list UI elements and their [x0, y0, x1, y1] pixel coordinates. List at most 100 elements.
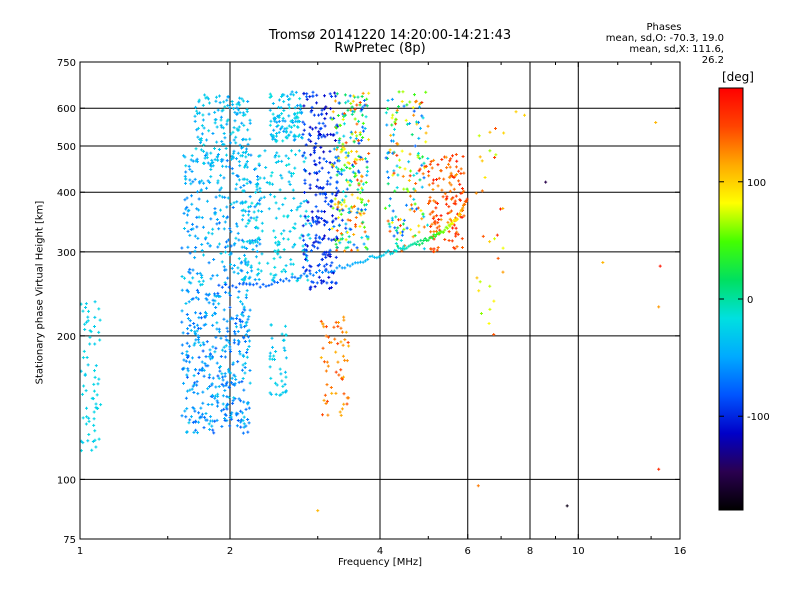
- data-point: [239, 399, 243, 403]
- data-point: [330, 117, 334, 121]
- data-point: [191, 406, 195, 410]
- y-tick-label: 75: [63, 535, 76, 546]
- data-point: [460, 208, 464, 212]
- data-point: [295, 208, 299, 212]
- data-point: [335, 248, 339, 252]
- data-point: [279, 393, 283, 397]
- data-point: [220, 140, 224, 144]
- data-point: [317, 136, 321, 140]
- data-point: [266, 261, 270, 265]
- data-point: [320, 216, 324, 220]
- data-point: [462, 189, 466, 193]
- data-point: [492, 299, 496, 303]
- data-point: [193, 381, 197, 385]
- data-point: [248, 195, 252, 199]
- data-point: [339, 413, 343, 417]
- data-point: [208, 385, 212, 389]
- data-point: [195, 323, 199, 327]
- data-point: [228, 345, 232, 349]
- data-point: [343, 163, 347, 167]
- data-point: [225, 98, 229, 102]
- data-point: [197, 411, 201, 415]
- data-point: [184, 415, 188, 419]
- data-point: [241, 111, 245, 115]
- data-point: [290, 272, 294, 276]
- data-point: [423, 164, 427, 168]
- data-point: [367, 199, 371, 203]
- data-point: [218, 188, 222, 192]
- data-point: [242, 400, 246, 404]
- data-point: [313, 145, 317, 149]
- data-point: [184, 177, 188, 181]
- data-point: [412, 93, 416, 97]
- data-point: [196, 392, 200, 396]
- data-point: [193, 256, 197, 260]
- data-point: [339, 237, 343, 241]
- data-point: [184, 302, 188, 306]
- data-point: [241, 213, 245, 217]
- data-point: [417, 224, 421, 228]
- data-point: [284, 270, 288, 274]
- data-point: [196, 126, 200, 130]
- data-point: [194, 105, 198, 109]
- data-point: [322, 325, 326, 329]
- data-point: [210, 232, 214, 236]
- data-point: [354, 130, 358, 134]
- data-point: [454, 234, 458, 238]
- data-point: [97, 330, 101, 334]
- data-point: [477, 134, 481, 138]
- data-point: [386, 98, 390, 102]
- data-point: [435, 226, 439, 230]
- data-point: [223, 220, 227, 224]
- data-point: [233, 332, 237, 336]
- data-point: [247, 315, 251, 319]
- data-point: [230, 154, 234, 158]
- data-point: [312, 245, 316, 249]
- data-point: [92, 382, 96, 386]
- data-point: [345, 359, 349, 363]
- data-point: [201, 103, 205, 107]
- data-point: [284, 154, 288, 158]
- data-point: [278, 367, 282, 371]
- data-point: [192, 390, 196, 394]
- data-point: [195, 190, 199, 194]
- data-point: [189, 158, 193, 162]
- data-point: [344, 330, 348, 334]
- data-point: [474, 191, 478, 195]
- data-point: [211, 345, 215, 349]
- data-point: [213, 396, 217, 400]
- data-point: [416, 240, 420, 244]
- colorbar-tick-label: -100: [747, 412, 770, 423]
- data-point: [181, 331, 185, 335]
- data-point: [390, 97, 394, 101]
- data-point: [299, 214, 303, 218]
- data-point: [329, 286, 333, 290]
- data-point: [339, 326, 343, 330]
- data-point: [334, 238, 338, 242]
- data-point: [389, 252, 393, 256]
- data-point: [222, 345, 226, 349]
- data-point: [206, 387, 210, 391]
- data-point: [344, 246, 348, 250]
- data-point: [209, 419, 213, 423]
- data-point: [333, 202, 337, 206]
- data-point: [254, 167, 258, 171]
- data-point: [227, 165, 231, 169]
- data-point: [429, 159, 433, 163]
- data-point: [343, 147, 347, 151]
- data-point: [189, 281, 193, 285]
- data-point: [214, 385, 218, 389]
- data-point: [181, 367, 185, 371]
- data-point: [268, 351, 272, 355]
- data-point: [314, 205, 318, 209]
- data-point: [282, 214, 286, 218]
- data-point: [335, 229, 339, 233]
- data-point: [275, 124, 279, 128]
- data-point: [220, 382, 224, 386]
- data-point: [297, 149, 301, 153]
- data-point: [329, 132, 333, 136]
- data-point: [308, 172, 312, 176]
- data-point: [438, 228, 442, 232]
- data-point: [186, 354, 190, 358]
- data-point: [298, 107, 302, 111]
